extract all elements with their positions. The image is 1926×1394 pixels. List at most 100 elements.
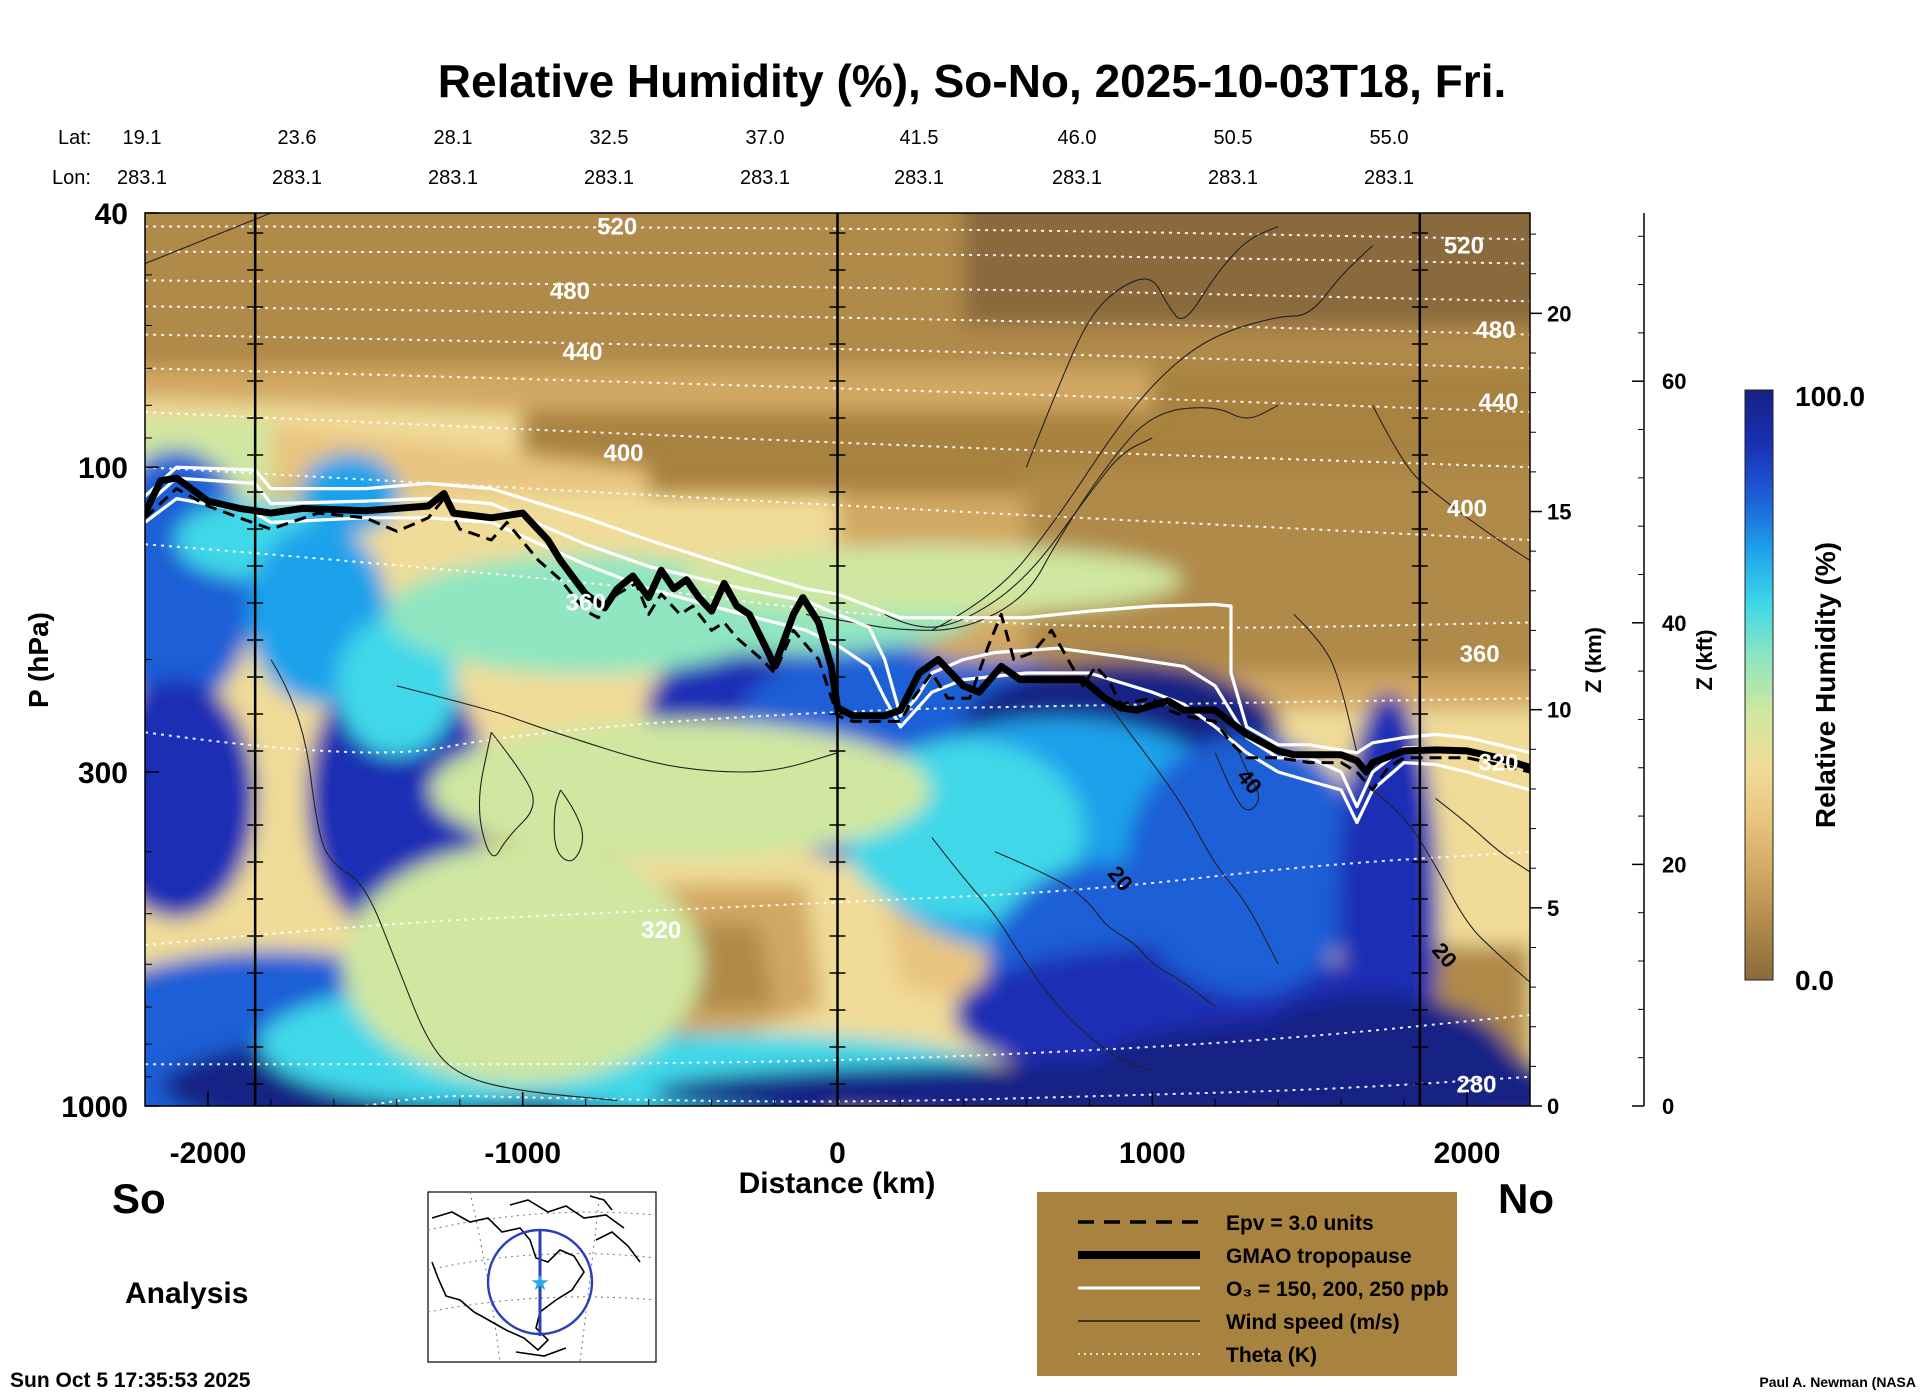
z-km-tick-label: 15: [1547, 500, 1571, 525]
theta-label: 440: [1478, 389, 1518, 416]
rh-blob: [1126, 735, 1367, 996]
legend-item-label: O₃ = 150, 200, 250 ppb: [1226, 1278, 1449, 1301]
theta-label: 320: [1478, 750, 1518, 777]
lat-label: Lat:: [58, 127, 91, 149]
north-label: No: [1498, 1175, 1554, 1222]
lon-value: 283.1: [1364, 167, 1414, 189]
x-tick-label: 0: [829, 1137, 846, 1170]
theta-label: 440: [562, 339, 602, 366]
colorbar: 100.0 0.0 Relative Humidity (%): [1744, 381, 1865, 996]
credit: Paul A. Newman (NASA: [1759, 1374, 1916, 1390]
ozone-150-line: [145, 465, 1530, 755]
lat-value: 19.1: [123, 127, 162, 149]
rh-blob: [681, 544, 1182, 615]
tropopause-line: [145, 474, 1530, 776]
x-tick-label: 1000: [1119, 1137, 1186, 1170]
wind-speed-contour: [145, 213, 272, 265]
z-kft-tick-label: 40: [1662, 611, 1686, 636]
rh-blob: [1251, 1061, 1530, 1106]
y-tick-label: 40: [95, 198, 128, 231]
wind-speed-contour: [994, 851, 1216, 1008]
z-km-tick-label: 0: [1547, 1094, 1559, 1119]
coastline: [431, 1195, 641, 1357]
y-tick-label: 100: [78, 452, 128, 485]
lat-value: 23.6: [278, 127, 317, 149]
lon-label: Lon:: [52, 167, 91, 189]
theta-isentrope: [145, 543, 1530, 629]
wind-speed-contour: [1293, 614, 1358, 753]
wind-speed-contour: [1372, 789, 1530, 983]
wind-speed-contour: [1025, 225, 1279, 468]
colorbar-title: Relative Humidity (%): [1810, 542, 1841, 828]
theta-isentrope: [145, 305, 1530, 336]
z-kft-tick-label: 0: [1662, 1094, 1674, 1119]
z-km-tick-label: 10: [1547, 698, 1571, 723]
colorbar-min-label: 0.0: [1795, 965, 1834, 996]
lat-value: 28.1: [434, 127, 473, 149]
wind-speed-contour: [931, 245, 1373, 631]
legend: Epv = 3.0 units GMAO tropopause O₃ = 150, …: [1037, 1192, 1457, 1376]
wind-speed-contour: [396, 685, 838, 773]
theta-isentrope: [145, 411, 1530, 469]
theta-label: 480: [550, 278, 590, 305]
z-kft-tick-label: 20: [1662, 852, 1686, 877]
lon-value: 283.1: [117, 167, 167, 189]
z-km-tick-label: 5: [1547, 896, 1559, 921]
rh-band: [145, 368, 1153, 413]
x-tick-label: 2000: [1434, 1137, 1501, 1170]
colorbar-gradient: [1744, 389, 1774, 981]
theta-isentrope: [145, 697, 1530, 754]
lon-value: 283.1: [1052, 167, 1102, 189]
theta-label: 280: [1456, 1071, 1496, 1098]
lon-value: 283.1: [740, 167, 790, 189]
y-tick-label: 300: [78, 757, 128, 790]
lon-value: 283.1: [428, 167, 478, 189]
wind-speed-contour: [553, 789, 584, 862]
wind-speed-contour: [1372, 405, 1530, 561]
rh-band: [963, 213, 1530, 326]
analysis-label: Analysis: [125, 1277, 248, 1310]
colorbar-max-label: 100.0: [1795, 381, 1865, 412]
theta-label: 320: [641, 917, 681, 944]
y-axis-label: P (hPa): [23, 612, 54, 708]
x-axis-label: Distance (km): [739, 1167, 936, 1200]
x-tick-label: -1000: [484, 1137, 561, 1170]
lon-value: 283.1: [894, 167, 944, 189]
lat-value: 55.0: [1370, 127, 1409, 149]
theta-isentrope: [145, 333, 1530, 370]
lat-value: 50.5: [1214, 127, 1253, 149]
theta-isentrope: [145, 225, 1530, 241]
z-km-axis-label: Z (km): [1581, 627, 1606, 693]
lat-value: 32.5: [590, 127, 629, 149]
inset-map: ★: [427, 1191, 657, 1363]
theta-label: 520: [1444, 233, 1484, 260]
theta-isentrope: [145, 367, 1530, 414]
z-kft-tick-label: 60: [1662, 369, 1686, 394]
map-star-icon: ★: [530, 1270, 550, 1295]
x-tick-label: -2000: [170, 1137, 247, 1170]
wind-speed-contour: [1104, 697, 1279, 965]
theta-isentrope: [145, 279, 1530, 303]
theta-label: 400: [1447, 495, 1487, 522]
lat-value: 41.5: [900, 127, 939, 149]
south-label: So: [112, 1175, 166, 1222]
theta-isentrope: [365, 1075, 1530, 1106]
rh-blob: [145, 678, 257, 919]
z-km-tick-label: 20: [1547, 301, 1571, 326]
theta-label: 360: [1460, 641, 1500, 668]
theta-isentrope: [145, 250, 1530, 265]
wind-speed-contour: [478, 731, 534, 857]
timestamp: Sun Oct 5 17:35:53 2025: [10, 1369, 251, 1392]
rh-blob: [342, 844, 703, 1085]
plot-area: 5204804404003603202805204804404003603204…: [144, 212, 1531, 1107]
ozone-250-line: [145, 497, 1530, 825]
legend-item-label: Wind speed (m/s): [1226, 1311, 1400, 1334]
wind-speed-contour: [1435, 797, 1530, 873]
z-kft-axis-label: Z (kft): [1692, 629, 1717, 690]
lat-value: 37.0: [746, 127, 785, 149]
legend-item-label: GMAO tropopause: [1226, 1245, 1412, 1268]
wind-speed-contour: [270, 659, 618, 1101]
theta-isentrope: [145, 850, 1530, 947]
y-tick-label: 1000: [61, 1091, 128, 1124]
legend-item-label: Theta (K): [1226, 1344, 1317, 1367]
